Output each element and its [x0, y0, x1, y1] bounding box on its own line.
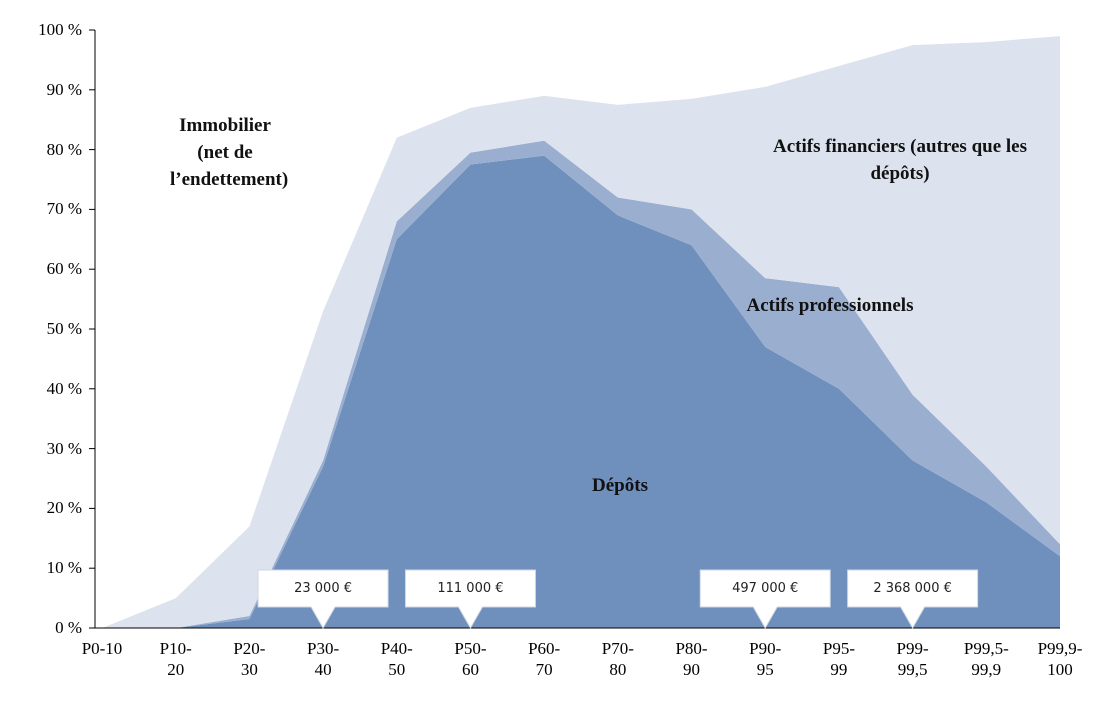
x-tick-label: P20-30 — [233, 639, 266, 679]
callout-label: 2 368 000 € — [873, 581, 952, 596]
y-tick-label: 10 % — [46, 558, 82, 578]
x-tick-label: P50-60 — [454, 639, 487, 679]
y-tick-label: 80 % — [46, 139, 82, 159]
y-tick-label: 30 % — [46, 438, 82, 458]
callout-label: 111 000 € — [437, 581, 504, 596]
area — [102, 35, 1060, 629]
area-label: Actifs financiers (autres que les dépôts… — [772, 136, 1027, 184]
y-tick-label: 40 % — [46, 378, 82, 398]
x-tick-label: P99,9-100 — [1037, 639, 1083, 679]
area — [102, 30, 1060, 628]
x-tick-label: P60-70 — [528, 639, 561, 679]
x-tick-label: P0-10 — [81, 639, 123, 658]
area-label: Dépôts — [592, 475, 648, 496]
x-tick-label: P80-90 — [675, 639, 708, 679]
callout-label: 497 000 € — [732, 581, 799, 596]
y-tick-label: 60 % — [46, 259, 82, 279]
x-tick-label: P70-80 — [601, 639, 634, 679]
x-tick-label: P95-99 — [822, 639, 855, 679]
area — [102, 140, 1060, 628]
x-tick-label: P99-99,5 — [896, 639, 929, 679]
y-tick-label: 90 % — [46, 79, 82, 99]
callout-box — [404, 569, 536, 630]
y-tick-label: 0 % — [55, 618, 82, 637]
callout-label: 23 000 € — [294, 581, 352, 596]
area-label: Actifs professionnels — [746, 295, 914, 316]
y-tick-label: 100 % — [38, 20, 82, 39]
callout-box — [257, 569, 389, 630]
x-tick-label: P10-20 — [159, 639, 192, 679]
y-tick-label: 50 % — [46, 319, 82, 338]
y-tick-label: 70 % — [46, 199, 82, 219]
callout-box — [699, 569, 831, 630]
area-label: Immobilier (net de l’endettement) — [170, 115, 289, 190]
x-tick-label: P30-40 — [307, 639, 340, 679]
x-tick-label: P99,5-99,9 — [963, 639, 1009, 679]
callout-box — [847, 569, 979, 630]
x-tick-label: P40-50 — [380, 639, 413, 679]
area — [102, 155, 1060, 628]
y-tick-label: 20 % — [46, 498, 82, 518]
x-tick-label: P90-95 — [749, 639, 782, 679]
